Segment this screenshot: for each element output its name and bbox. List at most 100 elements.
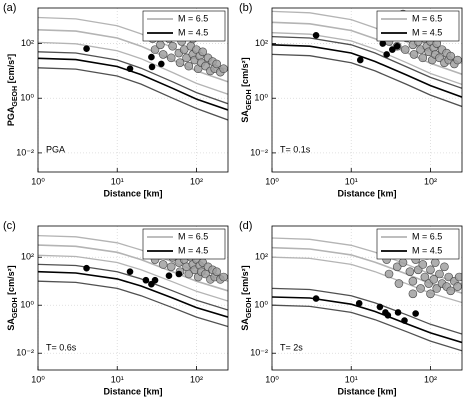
- data-point: [393, 42, 401, 50]
- data-point: [440, 262, 449, 272]
- data-point: [453, 282, 462, 291]
- data-point: [355, 300, 363, 307]
- y-axis-label-part: GEOH: [12, 86, 19, 107]
- y-tick-label: 10⁻²: [250, 348, 268, 358]
- data-point: [389, 46, 396, 53]
- data-point: [398, 258, 408, 267]
- panel-label: (d): [239, 220, 252, 232]
- panel: 10⁰ 10¹ 10² 10⁻² 10⁰ 10² M = 6.5 M = 4.5 (d) T= 2…: [239, 220, 463, 396]
- data-point: [156, 40, 165, 50]
- x-tick-label: 10¹: [111, 374, 124, 384]
- curve: [38, 41, 228, 95]
- data-point: [148, 63, 156, 71]
- data-point: [212, 267, 221, 276]
- x-axis-label: Distance [km]: [337, 188, 396, 198]
- data-point: [158, 260, 168, 269]
- panel: 10⁰ 10¹ 10² 10⁻² 10⁰ 10² M = 6.5 M = 4.5 (a) PGA D…: [3, 2, 229, 198]
- x-tick-label: 10⁰: [31, 176, 45, 186]
- data-point: [165, 272, 173, 279]
- x-tick-label: 10²: [424, 374, 437, 384]
- y-axis-label-part: SA: [240, 110, 250, 123]
- y-tick-label: 10⁻²: [250, 147, 268, 157]
- legend-box: [142, 228, 226, 260]
- y-axis-label-part: [cm/s²]: [240, 57, 250, 89]
- y-tick-label: 10⁰: [20, 300, 34, 310]
- x-tick-label: 10⁰: [31, 374, 45, 384]
- curve: [38, 280, 228, 328]
- curve: [272, 53, 462, 108]
- data-point: [126, 268, 134, 275]
- x-tick-label: 10²: [190, 176, 203, 186]
- legend-label: M = 6.5: [178, 231, 208, 241]
- y-tick-label: 10²: [21, 252, 34, 262]
- data-point: [383, 51, 390, 58]
- data-point: [379, 40, 387, 47]
- curve: [38, 51, 228, 105]
- data-point: [429, 275, 439, 284]
- data-point: [435, 269, 444, 279]
- data-point: [151, 276, 159, 284]
- curve: [38, 57, 228, 111]
- data-point: [312, 295, 320, 302]
- y-axis-label: SAGEOH [cm/s²]: [6, 265, 19, 330]
- curve: [272, 35, 462, 89]
- curve: [272, 32, 462, 86]
- legend-label: M = 6.5: [412, 231, 442, 241]
- y-axis-label-part: GEOH: [246, 89, 253, 110]
- data-point: [454, 272, 462, 282]
- data-point: [376, 303, 384, 311]
- data-point: [401, 317, 408, 324]
- legend-label: M = 4.5: [178, 27, 208, 37]
- legend-label: M = 4.5: [412, 245, 442, 255]
- y-tick-label: 10⁰: [254, 93, 268, 103]
- x-tick-label: 10¹: [111, 176, 124, 186]
- panel-label: (b): [239, 2, 252, 14]
- y-tick-label: 10⁻²: [16, 147, 34, 157]
- data-point: [453, 55, 462, 65]
- data-point: [409, 50, 419, 59]
- data-point: [175, 270, 183, 278]
- data-point: [432, 284, 442, 293]
- legend-label: M = 6.5: [178, 13, 208, 23]
- curve: [38, 254, 228, 302]
- x-tick-label: 10¹: [345, 176, 358, 186]
- data-point: [150, 45, 160, 54]
- y-axis-label-part: [cm/s²]: [6, 54, 16, 86]
- data-point: [356, 56, 364, 64]
- data-point: [400, 45, 410, 54]
- curve: [272, 287, 462, 335]
- data-point: [158, 60, 165, 68]
- annotation: T= 2s: [280, 342, 303, 352]
- y-axis-label: PGAGEOH [cm/s²]: [6, 54, 19, 126]
- data-point: [408, 289, 418, 299]
- curve: [38, 67, 228, 121]
- annotation: PGA: [46, 144, 65, 154]
- y-axis-label-part: GEOH: [246, 297, 253, 318]
- panel-label: (a): [3, 2, 16, 14]
- data-point: [83, 45, 90, 52]
- y-tick-label: 10²: [255, 252, 268, 262]
- y-tick-label: 10⁻²: [16, 348, 34, 358]
- data-point: [166, 53, 176, 63]
- panel: 10⁰ 10¹ 10² 10⁻² 10⁰ 10² M = 6.5 M = 4.5 (c) T= 0…: [3, 220, 229, 396]
- data-point: [166, 262, 176, 272]
- legend-label: M = 6.5: [412, 13, 442, 23]
- data-point: [179, 45, 189, 54]
- legend-box: [142, 10, 226, 42]
- curve: [272, 44, 462, 98]
- data-point: [142, 276, 150, 284]
- y-tick-label: 10²: [255, 38, 268, 48]
- data-point: [384, 269, 394, 279]
- annotation: T= 0.6s: [46, 342, 77, 352]
- y-axis-label-part: [cm/s²]: [240, 265, 250, 297]
- data-point: [175, 58, 185, 67]
- data-point: [392, 262, 402, 272]
- x-axis-label: Distance [km]: [337, 386, 396, 396]
- plot: [272, 237, 462, 352]
- data-point: [416, 284, 425, 293]
- axes-frame: [271, 225, 463, 371]
- y-axis-label-part: SA: [240, 318, 250, 331]
- axes-frame: [271, 7, 463, 173]
- data-point: [158, 50, 168, 59]
- curve: [272, 304, 462, 352]
